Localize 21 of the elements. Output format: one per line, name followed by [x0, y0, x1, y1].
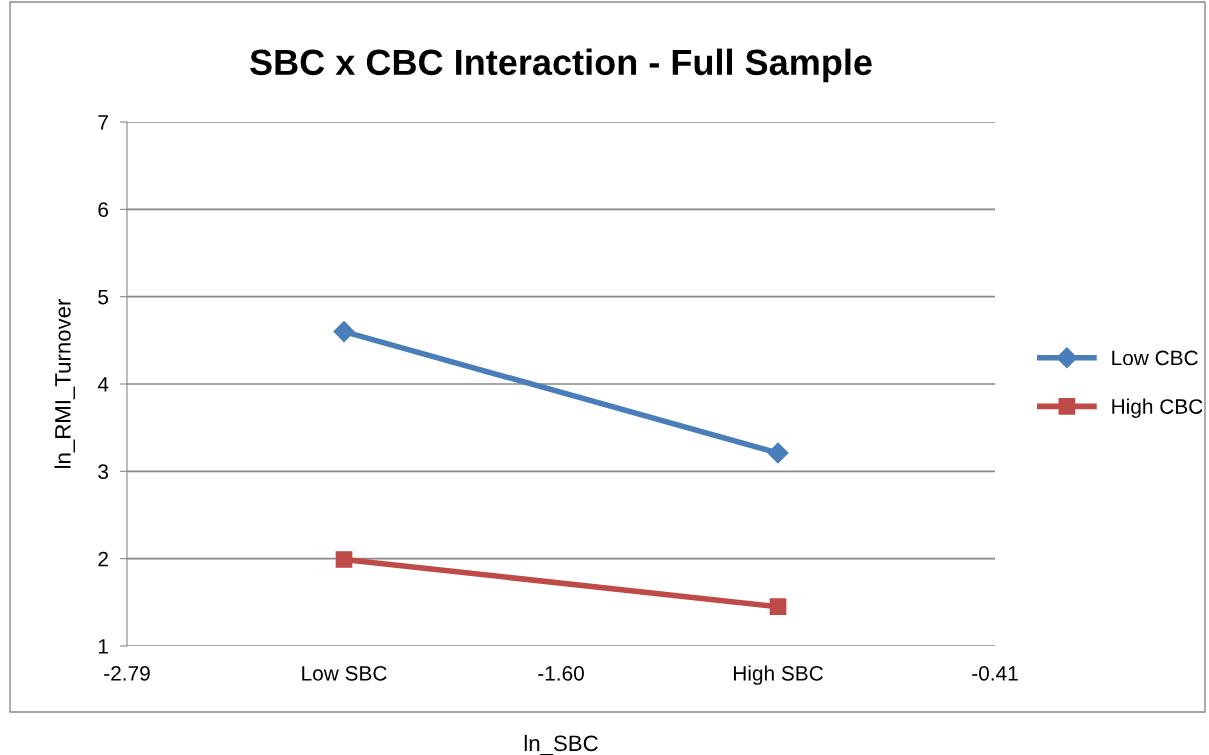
x-tick-label: -0.41 [972, 665, 1018, 681]
y-tick-label: 5 [98, 289, 109, 305]
y-tick-label: 3 [98, 464, 109, 480]
chart-title: SBC x CBC Interaction - Full Sample [250, 48, 872, 83]
y-tick-label: 1 [98, 639, 108, 654]
x-tick-label: High SBC [733, 665, 823, 685]
point [335, 551, 353, 568]
y-tick-label: 4 [97, 377, 109, 392]
x-tick-label: -1.60 [538, 665, 584, 681]
y-axis-title: ln_RMI_Turnover [54, 298, 75, 468]
y-tick-label: 7 [98, 115, 108, 130]
point [769, 598, 787, 616]
x-tick-label: Low SBC [302, 665, 387, 681]
x-axis-title: ln_SBC [524, 734, 598, 755]
point [333, 321, 355, 343]
legend-label: Low CBC [1112, 350, 1198, 366]
point [767, 442, 789, 464]
y-tick-label: 6 [98, 202, 109, 218]
x-tick-label: -2.79 [104, 665, 150, 681]
legend-label: High CBC [1112, 398, 1203, 418]
y-tick-label: 2 [98, 551, 108, 567]
